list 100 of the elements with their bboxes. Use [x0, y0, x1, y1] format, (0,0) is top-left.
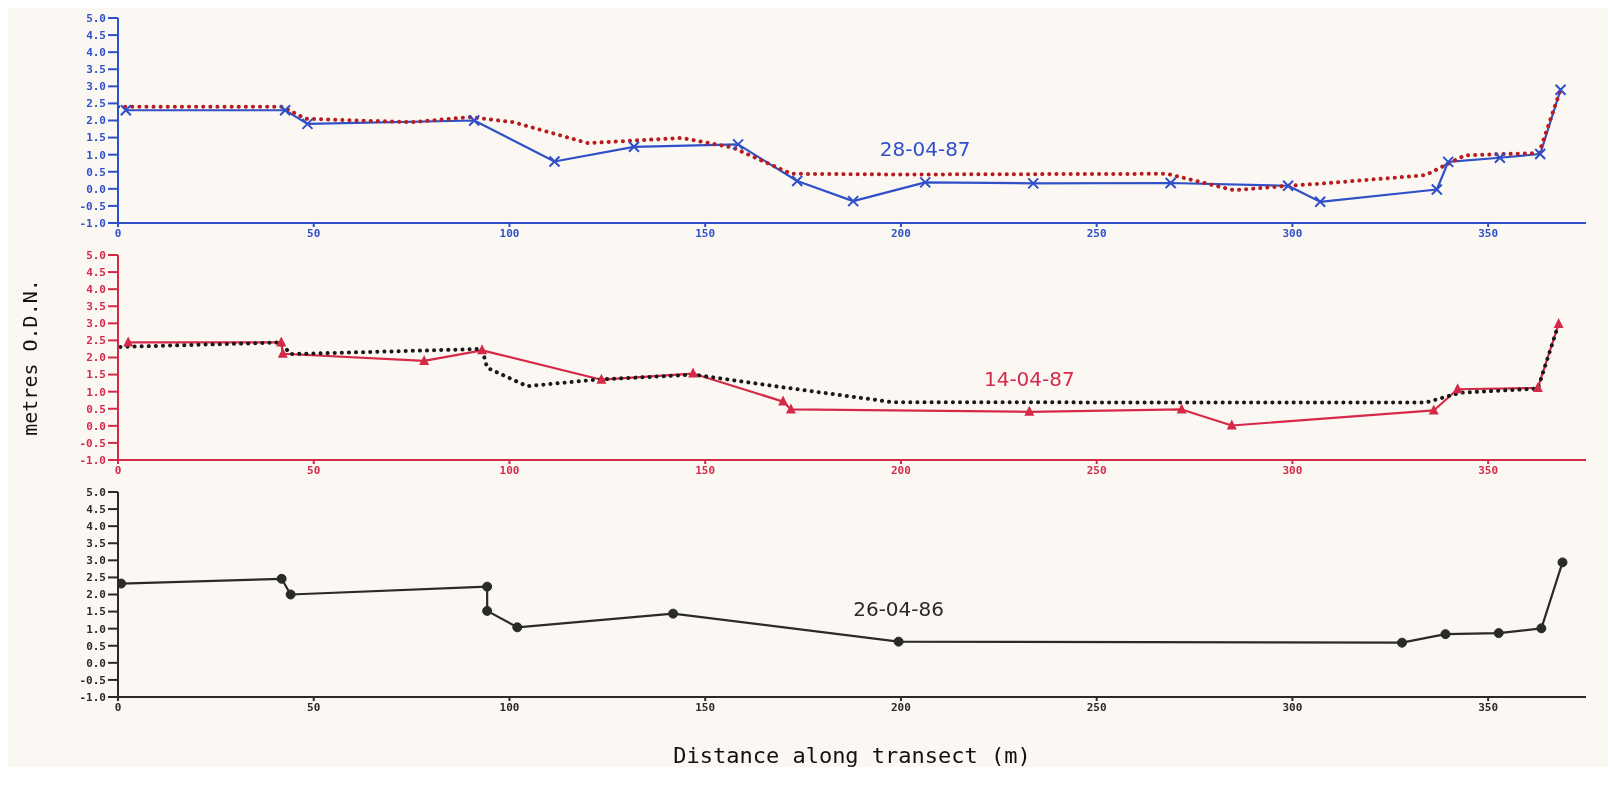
y-tick-label: 3.0 [86, 317, 106, 331]
point [419, 354, 430, 365]
y-tick-label: 1.0 [86, 622, 106, 636]
point [285, 589, 296, 600]
x-tick-label: 250 [1086, 226, 1107, 240]
y-tick-label: 3.0 [86, 554, 106, 568]
y-tick-label: 0.0 [86, 182, 106, 196]
point [1024, 405, 1035, 416]
y-tick-label: 4.5 [86, 502, 106, 516]
point [1442, 155, 1455, 168]
x-tick-label: 150 [695, 700, 716, 714]
point [1397, 637, 1408, 648]
y-tick-label: 2.0 [86, 114, 106, 128]
series-label: 14-04-87 [983, 366, 1075, 391]
y-tick-label: 4.5 [86, 28, 106, 42]
y-tick-label: 3.0 [86, 80, 106, 94]
y-tick-label: 1.5 [86, 131, 106, 145]
x-tick-label: 100 [499, 226, 520, 240]
point [1554, 83, 1567, 96]
y-tick-label: 2.0 [86, 351, 106, 365]
point [893, 636, 904, 647]
y-tick-label: 4.0 [86, 283, 106, 297]
y-tick-label: 3.5 [86, 300, 106, 314]
x-tick-label: 0 [114, 226, 122, 240]
point [1164, 177, 1177, 190]
x-tick-label: 300 [1282, 463, 1303, 477]
x-tick-label: 150 [695, 463, 716, 477]
point [477, 344, 488, 355]
point [1493, 151, 1506, 164]
point [277, 347, 288, 358]
y-tick-label: -0.5 [79, 436, 106, 450]
point [118, 578, 127, 589]
x-tick-label: 350 [1478, 700, 1499, 714]
y-tick-label: 4.0 [86, 46, 106, 60]
y-axis-title: metres O.D.N. [18, 279, 42, 436]
y-tick-label: -1.0 [79, 690, 106, 704]
x-tick-label: 350 [1478, 463, 1499, 477]
point [276, 573, 287, 584]
point [276, 336, 287, 347]
point [1027, 177, 1040, 190]
point [1536, 623, 1547, 634]
point [1553, 318, 1564, 329]
y-tick-label: 0.5 [86, 165, 106, 179]
x-tick-label: 350 [1478, 226, 1499, 240]
y-tick-label: 5.0 [86, 248, 106, 262]
x-tick-label: 150 [695, 226, 716, 240]
y-tick-label: 2.5 [86, 571, 106, 585]
x-tick-label: 200 [891, 226, 911, 240]
point [482, 581, 493, 592]
point [123, 336, 134, 347]
y-tick-label: 5.0 [86, 11, 106, 25]
point [1176, 403, 1187, 414]
point [279, 104, 292, 117]
y-tick-label: -1.0 [79, 216, 106, 230]
x-tick-label: 0 [114, 463, 122, 477]
y-tick-label: -1.0 [79, 453, 106, 467]
y-tick-label: 3.5 [86, 63, 106, 77]
y-tick-label: 0.0 [86, 656, 106, 670]
point [482, 605, 493, 616]
y-tick-label: 2.5 [86, 334, 106, 348]
point [627, 140, 640, 153]
y-tick-label: 1.5 [86, 605, 106, 619]
point [1314, 195, 1327, 208]
point [1452, 383, 1463, 394]
point [548, 155, 561, 168]
y-tick-label: -0.5 [79, 673, 106, 687]
x-tick-label: 50 [307, 463, 321, 477]
x-tick-label: 250 [1086, 700, 1107, 714]
point [1534, 147, 1547, 160]
point [791, 174, 804, 187]
y-tick-label: 0.5 [86, 402, 106, 416]
x-tick-label: 100 [499, 463, 520, 477]
x-tick-label: 250 [1086, 463, 1107, 477]
x-axis-title: Distance along transect (m) [673, 743, 1031, 768]
x-tick-label: 300 [1282, 700, 1303, 714]
y-tick-label: 2.0 [86, 588, 106, 602]
y-tick-label: 1.0 [86, 148, 106, 162]
series-label: 26-04-86 [853, 596, 944, 621]
y-tick-label: 0.0 [86, 419, 106, 433]
x-tick-label: 200 [891, 463, 911, 477]
y-tick-label: 3.5 [86, 537, 106, 551]
y-tick-label: -0.5 [79, 199, 106, 213]
point [668, 608, 679, 619]
x-tick-label: 200 [891, 700, 911, 714]
point [596, 373, 607, 384]
point [847, 195, 860, 208]
point [785, 403, 796, 414]
point [1532, 381, 1543, 392]
y-tick-label: 4.0 [86, 520, 106, 534]
y-tick-label: 0.5 [86, 639, 106, 653]
point [1282, 179, 1295, 192]
x-tick-label: 100 [499, 700, 520, 714]
point [1428, 404, 1439, 415]
point [778, 395, 789, 406]
point [1226, 419, 1237, 430]
y-tick-label: 1.0 [86, 385, 106, 399]
point [1440, 629, 1451, 640]
point [1493, 628, 1504, 639]
x-tick-label: 50 [307, 226, 321, 240]
point [688, 367, 699, 378]
